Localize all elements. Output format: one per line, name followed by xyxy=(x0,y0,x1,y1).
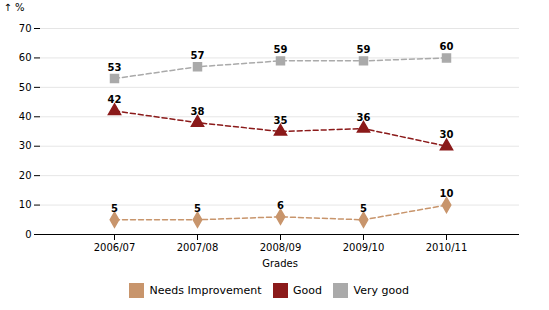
svg-text:59: 59 xyxy=(274,44,288,55)
svg-text:0: 0 xyxy=(25,229,31,240)
svg-text:10: 10 xyxy=(440,188,454,199)
svg-text:59: 59 xyxy=(357,44,371,55)
svg-text:35: 35 xyxy=(274,115,288,126)
svg-text:Grades: Grades xyxy=(262,258,298,269)
svg-text:60: 60 xyxy=(440,41,454,52)
svg-text:5: 5 xyxy=(194,203,201,214)
html-text:Needs Improvement: Needs Improvement xyxy=(149,284,262,297)
svg-text:42: 42 xyxy=(108,94,122,105)
svg-text:↑ %: ↑ % xyxy=(4,2,25,13)
svg-text:30: 30 xyxy=(440,129,454,140)
html-text:Very good: Very good xyxy=(353,284,409,297)
svg-text:5: 5 xyxy=(360,203,367,214)
svg-text:53: 53 xyxy=(108,62,122,73)
svg-text:5: 5 xyxy=(111,203,118,214)
svg-text:57: 57 xyxy=(191,50,205,61)
svg-text:2010/11: 2010/11 xyxy=(426,242,468,253)
svg-text:20: 20 xyxy=(19,170,32,181)
svg-text:30: 30 xyxy=(19,140,32,151)
svg-text:2007/08: 2007/08 xyxy=(177,242,219,253)
svg-text:10: 10 xyxy=(19,199,32,210)
svg-text:6: 6 xyxy=(277,200,284,211)
svg-text:2006/07: 2006/07 xyxy=(94,242,136,253)
svg-text:50: 50 xyxy=(19,82,32,93)
svg-text:36: 36 xyxy=(357,112,371,123)
html-text:Good: Good xyxy=(293,284,322,297)
svg-text:60: 60 xyxy=(19,52,32,63)
svg-text:70: 70 xyxy=(19,23,32,34)
svg-text:38: 38 xyxy=(191,106,205,117)
svg-text:2008/09: 2008/09 xyxy=(260,242,302,253)
svg-text:2009/10: 2009/10 xyxy=(343,242,385,253)
svg-text:40: 40 xyxy=(19,111,32,122)
